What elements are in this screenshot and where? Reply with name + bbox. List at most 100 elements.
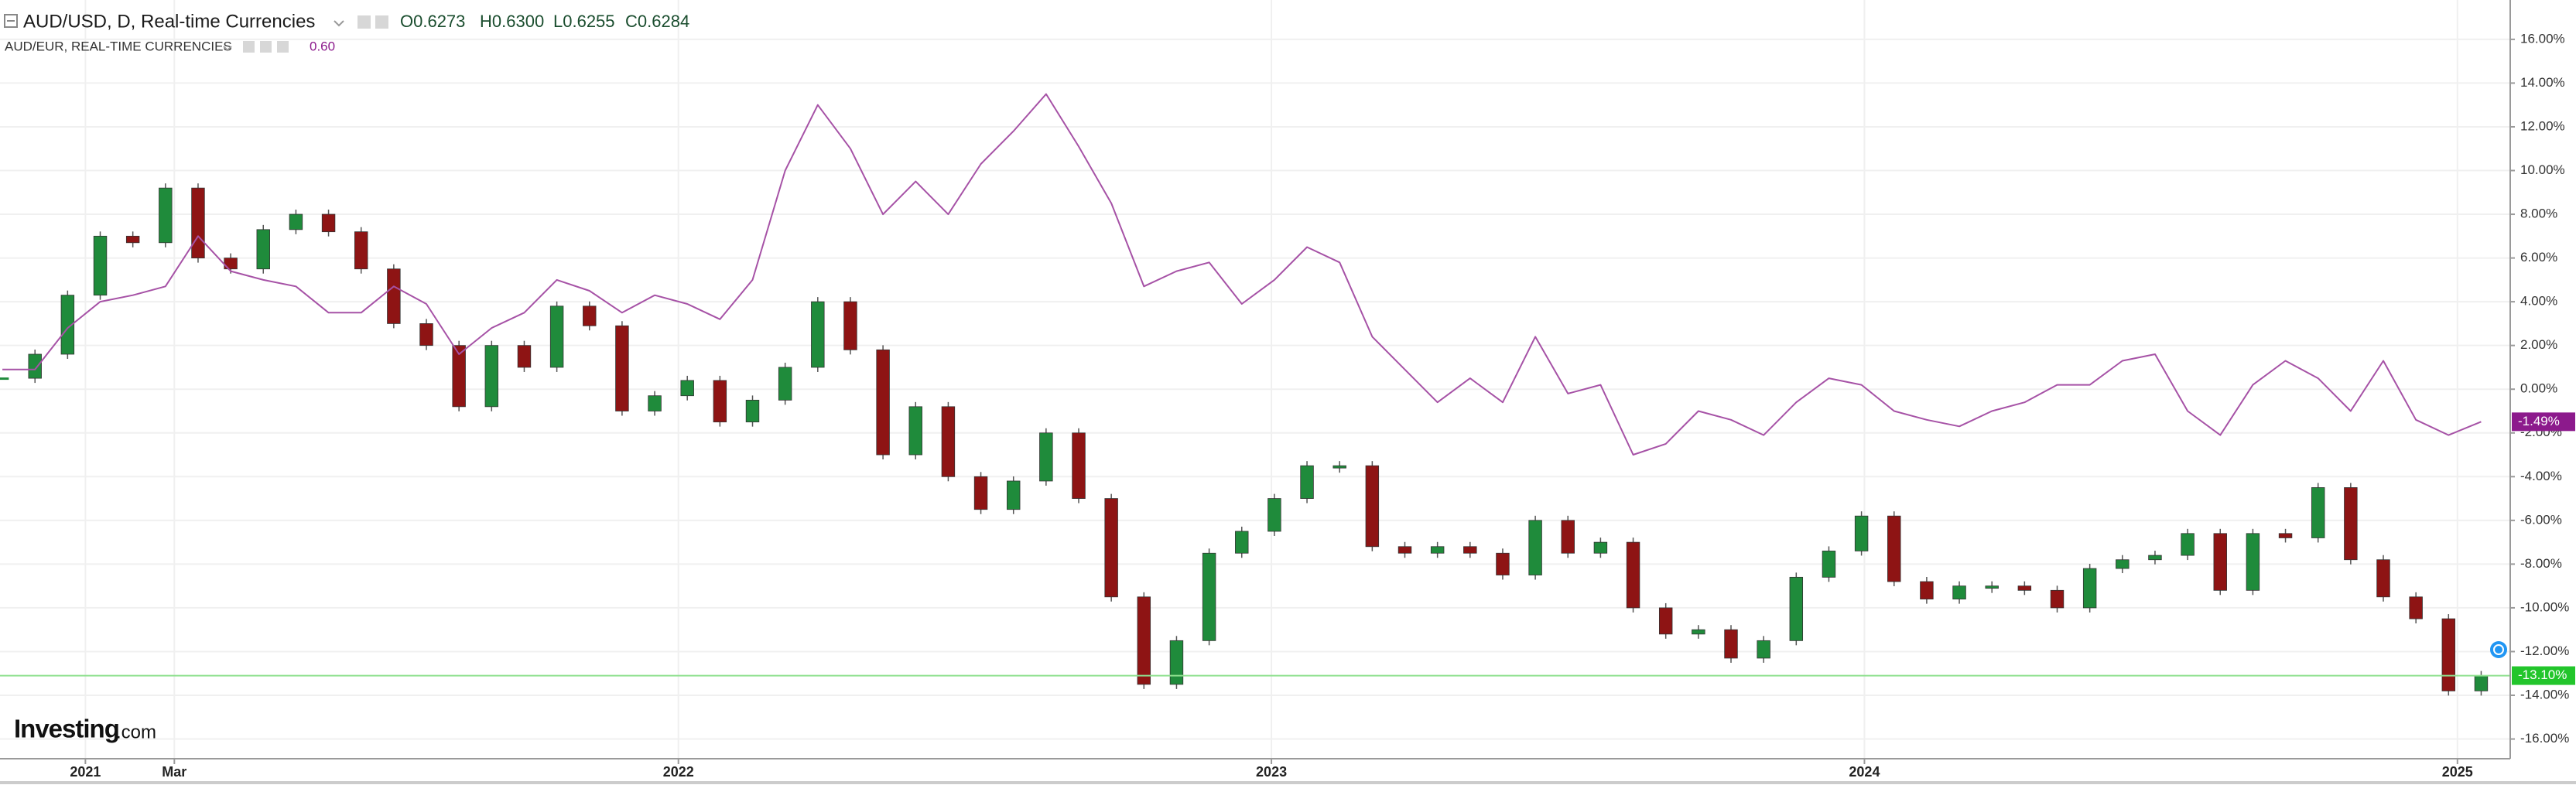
indicator-badge[interactable]: [2490, 641, 2507, 658]
visibility-icon[interactable]: [260, 41, 272, 53]
candle-body: [1789, 576, 1804, 641]
candle-body: [713, 380, 727, 423]
x-tick-label: 2022: [663, 764, 694, 780]
candle-body: [2344, 487, 2358, 561]
candle-body: [1561, 520, 1575, 554]
candle-body: [1169, 640, 1184, 685]
candle-body: [2148, 555, 2162, 561]
y-tick-label: -8.00%: [2520, 556, 2562, 571]
candle-body: [973, 476, 988, 510]
candle-body: [2181, 533, 2195, 556]
candle-body: [876, 349, 890, 456]
candle-body: [484, 345, 499, 408]
candle-body: [2441, 618, 2456, 691]
candle-body: [680, 380, 694, 397]
candle-body: [1593, 541, 1608, 554]
candle-body: [2082, 568, 2097, 609]
candle-body: [1463, 546, 1477, 554]
candle-body: [256, 229, 270, 270]
logo-name: Investing: [14, 715, 119, 743]
candle-body: [0, 377, 9, 381]
candle-body: [1104, 498, 1118, 598]
candle-body: [1430, 546, 1445, 554]
ohlc-open: O0.6273: [400, 12, 465, 31]
settings-icon[interactable]: [243, 41, 255, 53]
y-tick-label: -12.00%: [2520, 643, 2569, 658]
candle-body: [811, 301, 825, 368]
candle-body: [843, 301, 857, 350]
candle-body: [60, 295, 75, 355]
y-tick-label: -6.00%: [2520, 512, 2562, 527]
candle-body: [1920, 581, 1934, 600]
candle-body: [1006, 480, 1021, 510]
indicator-badge-icon: [2493, 644, 2504, 655]
candle-body: [2246, 533, 2260, 591]
candle-body: [1626, 541, 1640, 609]
candle-body: [1039, 432, 1053, 482]
y-tick-label: -10.00%: [2520, 599, 2569, 614]
dropdown-arrow[interactable]: [223, 46, 232, 52]
compare-value: 0.60: [310, 39, 335, 53]
candle-body: [1496, 552, 1510, 575]
candle-body: [2116, 559, 2130, 569]
candle-body: [1692, 629, 1705, 635]
x-tick-label: 2023: [1256, 764, 1287, 780]
candle-body: [1952, 585, 1966, 600]
logo-suffix: .com: [116, 722, 156, 742]
y-tick-label: -14.00%: [2520, 687, 2569, 701]
y-tick-label: 6.00%: [2520, 250, 2557, 265]
y-tick-label: 8.00%: [2520, 206, 2557, 221]
candle-body: [1332, 465, 1346, 469]
candle-body: [1267, 498, 1281, 532]
candle-body: [321, 213, 336, 233]
ohlc-low: L0.6255: [553, 12, 615, 31]
candle-body: [2017, 585, 2032, 591]
candle-body: [1235, 531, 1249, 554]
candle-body: [1137, 596, 1151, 685]
candle-body: [745, 399, 760, 423]
line-series: [2, 93, 2482, 456]
candle-body: [1072, 432, 1086, 499]
candle-body: [1658, 607, 1673, 635]
y-tick-label: 14.00%: [2520, 75, 2565, 90]
candle-body: [615, 325, 629, 411]
remove-icon[interactable]: [277, 41, 289, 53]
candle-body: [1985, 585, 1999, 589]
candle-body: [1724, 629, 1738, 659]
candle-body: [387, 268, 401, 324]
candle-body: [93, 235, 108, 296]
ohlc-close: C0.6284: [625, 12, 689, 31]
candle-body: [1854, 515, 1869, 551]
candle-body: [2474, 675, 2489, 691]
candle-body: [2278, 533, 2293, 538]
candle-body: [583, 305, 597, 326]
price-tag: [2512, 666, 2575, 685]
plot-area: [0, 93, 2510, 696]
axes: 16.00% 14.00% 12.00% 10.00% 8.00% 6.00% 4.00% 2…: [70, 31, 2575, 780]
collapse-icon[interactable]: [4, 14, 18, 28]
candle-body: [549, 305, 564, 368]
candle-body: [354, 231, 368, 270]
x-tick-label: 2021: [70, 764, 101, 780]
price-tag-label: -1.49%: [2518, 414, 2560, 428]
candle-body: [941, 406, 956, 477]
candle-body: [2050, 589, 2065, 609]
candle-body: [2376, 559, 2390, 598]
x-tick-label: 2024: [1849, 764, 1880, 780]
y-tick-label: 16.00%: [2520, 31, 2565, 46]
price-tag: [2512, 412, 2575, 432]
candle-body: [191, 187, 205, 258]
y-tick-label: 4.00%: [2520, 294, 2557, 309]
visibility-icon[interactable]: [375, 15, 388, 29]
y-tick-label: 10.00%: [2520, 162, 2565, 177]
y-tick-label: 2.00%: [2520, 337, 2557, 352]
dropdown-arrow[interactable]: [334, 20, 344, 27]
candle-body: [2213, 533, 2227, 591]
candle-body: [778, 367, 792, 401]
candle-body: [1202, 552, 1216, 641]
settings-icon[interactable]: [357, 15, 371, 29]
candle-body: [159, 187, 173, 244]
x-tick-label: Mar: [162, 764, 186, 780]
price-tag-label: -13.10%: [2518, 667, 2567, 682]
